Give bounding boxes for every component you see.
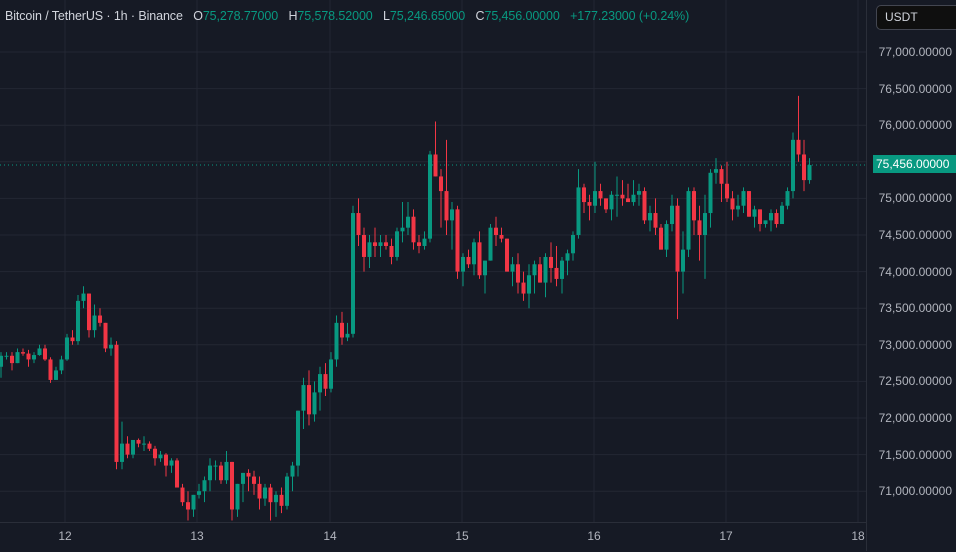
price-tick-label: 72,500.00000 [878,374,952,389]
time-tick-label: 14 [323,529,337,543]
price-tick-label: 71,500.00000 [878,447,952,462]
high-label: H [288,9,298,23]
price-tick-label: 76,000.00000 [878,118,952,133]
price-tick-label: 73,000.00000 [878,337,952,352]
time-tick-label: 13 [190,529,204,543]
low-value: 75,246.65000 [389,9,466,23]
price-axis[interactable]: 77,000.00000 76,500.00000 76,000.00000 75,0… [866,0,956,551]
close-value: 75,456.00000 [484,9,560,23]
time-tick-label: 12 [58,529,72,543]
price-tick-label: 77,000.00000 [878,45,952,59]
change-value: +177.23000 (+0.24%) [570,9,690,23]
price-tick-label: 74,000.00000 [878,264,952,279]
open-value: 75,278.77000 [202,9,279,23]
price-tick-label: 71,000.00000 [878,484,952,499]
price-tick-label: 74,500.00000 [878,228,952,242]
price-tick-label: 73,500.00000 [878,301,952,316]
symbol-legend: Bitcoin / TetherUS · 1h · Binance O75,27… [5,9,689,23]
time-tick-label: 17 [719,529,733,543]
time-tick-label: 18 [851,529,865,543]
low-label: L [383,9,390,23]
current-price-tag: 75,456.00000 [873,155,956,173]
close-label: C [475,9,485,23]
candlestick-chart[interactable] [0,0,866,522]
open-label: O [193,9,203,23]
time-tick-label: 15 [455,529,469,543]
currency-selector[interactable]: USDT [876,5,956,30]
time-axis[interactable]: 12 13 14 15 16 17 18 [0,522,866,552]
time-tick-label: 16 [587,529,601,543]
grid-lines [0,0,866,522]
price-tick-label: 72,000.00000 [878,411,952,425]
symbol-name[interactable]: Bitcoin / TetherUS · 1h · Binance [5,9,183,23]
price-tick-label: 75,000.00000 [878,191,952,206]
price-tick-label: 76,500.00000 [878,81,952,96]
candles [0,95,812,521]
high-value: 75,578.52000 [297,9,373,23]
